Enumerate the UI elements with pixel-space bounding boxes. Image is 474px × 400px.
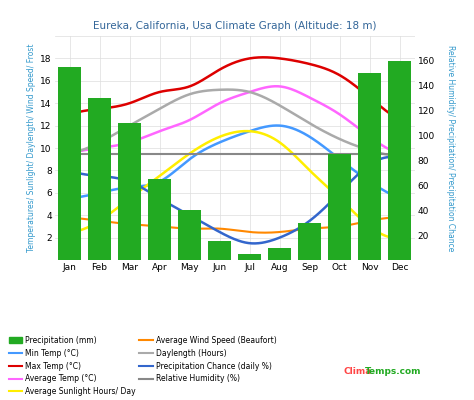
Bar	[389, 61, 411, 260]
Bar	[358, 73, 381, 260]
Title: Eureka, California, Usa Climate Graph (Altitude: 18 m): Eureka, California, Usa Climate Graph (A…	[93, 21, 376, 31]
Text: Temps.com: Temps.com	[365, 367, 421, 376]
Bar	[328, 154, 351, 260]
Bar	[88, 98, 111, 260]
Bar	[209, 241, 231, 260]
Bar	[148, 179, 171, 260]
Y-axis label: Temperatures/ Sunlight/ Daylength/ Wind Speed/ Frost: Temperatures/ Sunlight/ Daylength/ Wind …	[27, 44, 36, 252]
Bar	[299, 223, 321, 260]
Bar	[268, 248, 291, 260]
Bar	[118, 123, 141, 260]
Bar	[58, 67, 81, 260]
Text: Clima: Clima	[344, 367, 372, 376]
Bar	[238, 254, 261, 260]
Bar	[178, 210, 201, 260]
Y-axis label: Relative Humidity/ Precipitation/ Precipitation Chance: Relative Humidity/ Precipitation/ Precip…	[446, 45, 455, 251]
Legend: Precipitation (mm), Min Temp (°C), Max Temp (°C), Average Temp (°C), Average Sun: Precipitation (mm), Min Temp (°C), Max T…	[9, 336, 277, 396]
